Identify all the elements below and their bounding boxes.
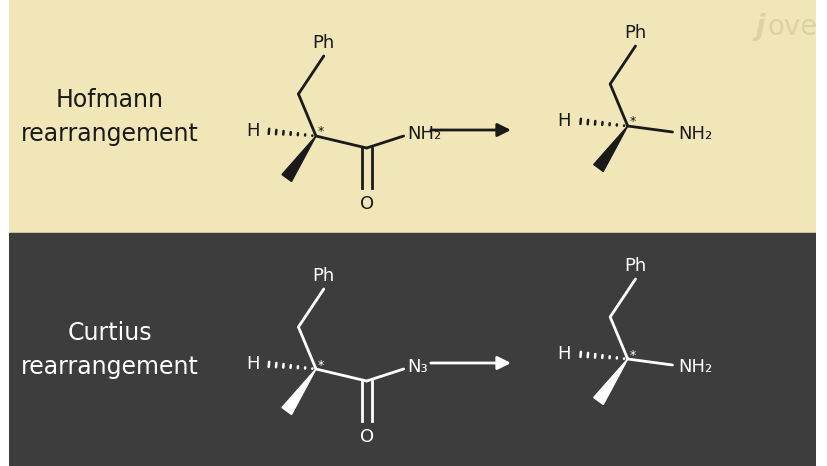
Text: ove: ove: [767, 13, 817, 41]
Polygon shape: [282, 369, 316, 414]
Text: *: *: [629, 349, 635, 362]
Text: H: H: [246, 122, 259, 140]
Bar: [9, 233, 815, 466]
Text: j: j: [754, 13, 764, 41]
Text: NH₂: NH₂: [677, 125, 712, 143]
Text: N₃: N₃: [407, 358, 428, 376]
Polygon shape: [593, 126, 627, 171]
Text: O: O: [359, 428, 373, 446]
Bar: [9, 0, 815, 233]
Polygon shape: [593, 359, 627, 404]
Text: H: H: [557, 112, 571, 130]
Text: NH₂: NH₂: [407, 125, 442, 143]
Text: *: *: [318, 125, 324, 138]
Text: NH₂: NH₂: [677, 358, 712, 376]
Text: H: H: [246, 355, 259, 373]
Text: Ph: Ph: [313, 34, 334, 52]
Text: Curtius
rearrangement: Curtius rearrangement: [21, 321, 198, 379]
Text: Ph: Ph: [313, 267, 334, 285]
Text: *: *: [629, 116, 635, 129]
Text: *: *: [318, 358, 324, 371]
Text: Ph: Ph: [624, 257, 646, 275]
Text: Hofmann
rearrangement: Hofmann rearrangement: [21, 88, 198, 146]
Text: H: H: [557, 345, 571, 363]
Text: O: O: [359, 195, 373, 213]
Polygon shape: [282, 136, 316, 181]
Text: Ph: Ph: [624, 24, 646, 42]
